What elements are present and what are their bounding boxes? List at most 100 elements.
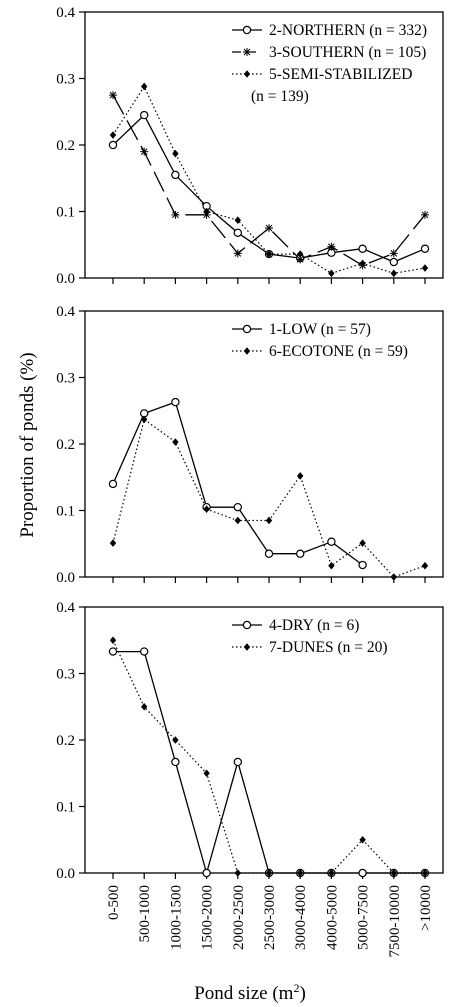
x-axis-title-tail: ): [299, 983, 305, 1004]
x-tick-label: 5000-7500: [356, 885, 372, 950]
data-point: [243, 70, 251, 78]
data-point: [389, 249, 398, 258]
data-point: [141, 415, 148, 424]
data-point: [172, 149, 179, 158]
data-point: [328, 269, 335, 278]
x-tick-label: >10000: [418, 885, 434, 931]
data-point: [171, 210, 180, 219]
data-point: [108, 647, 118, 656]
legend-label: 3-SOUTHERN (n = 105): [269, 44, 426, 61]
y-tick-label: 0.4: [56, 600, 75, 616]
legend-label-continued: (n = 139): [251, 88, 309, 105]
series-line: [112, 94, 426, 267]
data-point: [265, 224, 273, 233]
data-point: [296, 255, 305, 264]
data-point: [203, 505, 210, 513]
data-point: [297, 869, 304, 877]
series-line: [112, 640, 425, 874]
legend-label: 4-DRY (n = 6): [269, 617, 359, 634]
data-point: [421, 869, 429, 877]
legend: 2-NORTHERN (n = 332) 3-SOUTHERN (n = 105)…: [232, 22, 427, 105]
data-point: [421, 561, 429, 570]
series-line: [112, 114, 426, 263]
y-tick-label: 0.4: [56, 5, 75, 21]
data-point: [233, 502, 242, 512]
y-tick-label: 0.2: [56, 138, 75, 154]
legend-label: 5-SEMI-STABILIZED: [269, 66, 412, 83]
data-point: [328, 869, 335, 877]
data-point: [297, 472, 304, 480]
data-point: [172, 736, 179, 744]
data-point: [172, 438, 179, 446]
data-point: [233, 228, 242, 237]
y-tick-label: 0.2: [56, 437, 75, 453]
data-point: [359, 835, 366, 844]
data-point: [390, 269, 397, 278]
y-tick-label: 0.4: [56, 304, 75, 320]
data-point: [242, 620, 252, 630]
data-point: [233, 757, 242, 767]
data-point: [243, 347, 251, 355]
y-tick-label: 0.3: [56, 72, 75, 88]
legend: 1-LOW (n = 57) 6-ECOTONE (n = 59): [232, 321, 408, 360]
data-point: [327, 537, 336, 546]
data-point: [139, 647, 149, 656]
data-point: [265, 869, 273, 877]
x-tick-label: 7500-10000: [387, 885, 403, 958]
data-point: [243, 48, 251, 56]
data-point: [358, 868, 367, 878]
data-point: [171, 757, 180, 767]
data-point: [234, 216, 241, 224]
data-point: [141, 702, 148, 711]
panel-2: 0.0 0.1 0.2 0.3 0.4 1-LOW (n = 57) 6-ECOTONE (…: [56, 304, 444, 586]
data-point: [421, 264, 429, 272]
x-tick-label: 2000-2500: [231, 885, 247, 950]
data-point: [108, 479, 118, 489]
data-point: [139, 110, 149, 120]
data-point: [265, 516, 273, 525]
data-point: [358, 244, 367, 253]
data-point: [202, 868, 211, 878]
data-point: [234, 516, 241, 525]
x-tick-label: 1000-1500: [168, 885, 184, 950]
x-axis-title-superscript: 2: [293, 981, 299, 995]
data-point: [203, 207, 210, 216]
y-tick-label: 0.3: [56, 667, 75, 683]
y-tick-label: 0.0: [56, 271, 75, 287]
panel-1: 0.0 0.1 0.2 0.3 0.4 2-NORTHERN (n = 332) 3-SOU…: [56, 5, 444, 287]
y-tick-label: 0.3: [56, 371, 75, 387]
data-point: [233, 249, 242, 258]
data-point: [109, 539, 117, 547]
legend-label: 7-DUNES (n = 20): [269, 639, 388, 656]
y-tick-label: 0.0: [56, 570, 75, 586]
data-point: [358, 560, 367, 570]
data-point: [109, 636, 117, 645]
data-point: [140, 147, 149, 156]
data-point: [421, 210, 429, 219]
x-tick-label: 3000-4000: [293, 885, 309, 950]
series-line: [112, 85, 426, 274]
data-point: [242, 324, 252, 334]
legend-label: 6-ECOTONE (n = 59): [269, 343, 408, 360]
y-tick-label: 0.1: [56, 205, 75, 221]
data-point: [171, 170, 180, 180]
y-axis-title: Proportion of ponds (%): [17, 352, 38, 537]
x-tick-label: 2500-3000: [262, 885, 278, 950]
data-point: [265, 250, 273, 258]
data-point: [297, 250, 304, 258]
data-point: [141, 82, 148, 91]
data-point: [327, 242, 336, 251]
legend: 4-DRY (n = 6) 7-DUNES (n = 20): [232, 617, 388, 656]
data-point: [296, 549, 305, 558]
series-line: [112, 401, 363, 566]
data-point: [390, 573, 397, 581]
legend-label: 2-NORTHERN (n = 332): [269, 22, 427, 39]
data-point: [420, 244, 430, 253]
data-point: [264, 549, 274, 558]
data-point: [359, 539, 366, 547]
y-tick-label: 0.1: [56, 504, 75, 520]
series-line: [113, 650, 425, 876]
data-point: [328, 561, 335, 570]
data-point: [242, 25, 252, 35]
